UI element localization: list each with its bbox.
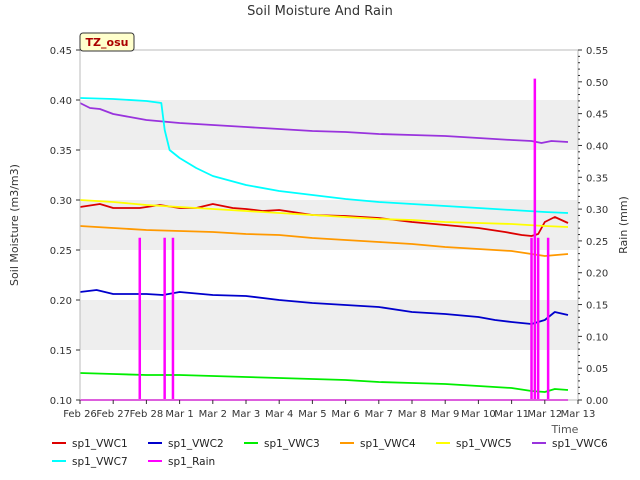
legend-label: sp1_VWC4 [360,438,416,450]
y-tick-label: 0.20 [50,296,72,307]
x-tick-label: Mar 5 [298,409,326,420]
x-tick-label: Feb 26 [63,409,97,420]
y-axis-left: 0.10 0.15 0.20 0.25 0.30 0.35 0.40 0.45 [50,46,80,407]
y2-tick-label: 0.50 [586,78,608,89]
grid-band [80,100,578,150]
y2-tick-label: 0.30 [586,205,608,216]
x-tick-label: Mar 1 [165,409,193,420]
series-layer [79,78,569,401]
legend: sp1_VWC1 sp1_VWC2 sp1_VWC3 sp1_VWC4 sp1_VWC5… [52,438,608,468]
y2-tick-label: 0.15 [586,301,608,312]
legend-label: sp1_VWC6 [552,438,608,450]
x-tick-label: Mar 9 [431,409,459,420]
y-axis-right: 0.00 0.05 0.10 0.15 0.20 0.25 0.30 0.35 0.40 0.45… [578,46,608,407]
series-sp1-vwc6-line [79,102,569,144]
site-badge-label: TZ_osu [86,36,129,49]
grid-band [80,300,578,350]
grid-band [80,200,578,250]
x-axis-label: Time [551,423,579,436]
y2-tick-label: 0.00 [586,396,608,407]
y-axis-label: Soil Moisture (m3/m3) [8,164,21,286]
y-tick-label: 0.10 [50,396,72,407]
x-tick-label: Mar 7 [365,409,393,420]
y2-tick-label: 0.35 [586,173,608,184]
y-tick-label: 0.45 [50,46,72,57]
y2-tick-label: 0.20 [586,269,608,280]
y-tick-label: 0.25 [50,246,72,257]
x-tick-label: Mar 12 [527,409,562,420]
series-sp1-vwc2-line [79,289,569,325]
x-tick-label: Mar 11 [494,409,529,420]
y-tick-label: 0.15 [50,346,72,357]
series-sp1-vwc4-line [79,225,569,257]
x-tick-label: Feb 28 [130,409,164,420]
legend-label: sp1_VWC2 [168,438,224,450]
y-tick-label: 0.30 [50,196,72,207]
legend-label: sp1_Rain [168,456,215,468]
y2-tick-label: 0.45 [586,110,608,121]
y-tick-label: 0.40 [50,96,72,107]
legend-label: sp1_VWC1 [72,438,128,450]
x-tick-label: Mar 8 [398,409,426,420]
x-tick-label: Feb 27 [96,409,130,420]
legend-label: sp1_VWC5 [456,438,512,450]
series-sp1-vwc5-line [79,199,569,228]
x-tick-label: Mar 2 [199,409,227,420]
x-tick-label: Mar 6 [331,409,359,420]
x-axis: Feb 26 Feb 27 Feb 28 Mar 1 Mar 2 Mar 3 Mar 4 Ma… [63,400,595,420]
y2-tick-label: 0.10 [586,332,608,343]
y2-tick-label: 0.25 [586,237,608,248]
legend-label: sp1_VWC3 [264,438,320,450]
series-sp1-vwc7-line [79,97,569,214]
x-tick-label: Mar 4 [265,409,293,420]
y2-axis-label: Rain (mm) [617,196,630,254]
y-tick-label: 0.35 [50,146,72,157]
y2-tick-label: 0.40 [586,141,608,152]
y2-tick-label: 0.05 [586,364,608,375]
y2-tick-label: 0.55 [586,46,608,57]
grid-bands [80,50,578,400]
plot-frame [79,49,579,401]
chart-title: Soil Moisture And Rain [247,4,393,19]
x-tick-label: Mar 3 [232,409,260,420]
x-tick-label: Mar 10 [461,409,496,420]
x-tick-label: Mar 13 [561,409,596,420]
legend-label: sp1_VWC7 [72,456,128,468]
site-badge: TZ_osu [79,32,135,52]
